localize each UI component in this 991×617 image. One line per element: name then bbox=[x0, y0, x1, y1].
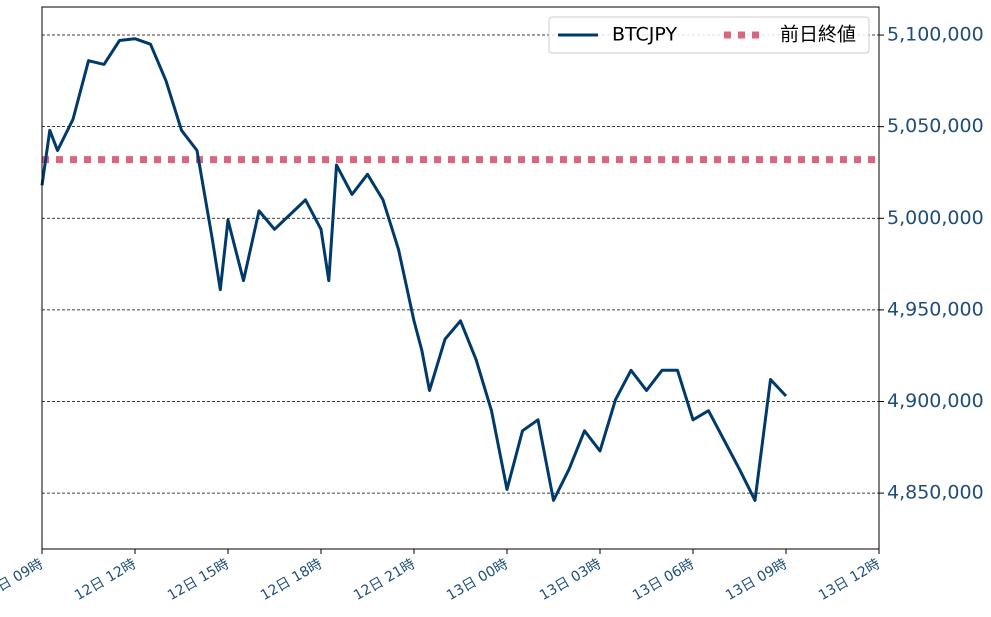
x-tick-label: 12日 09時 bbox=[0, 556, 46, 604]
y-tick-label: 4,950,000 bbox=[887, 298, 984, 320]
x-tick-label: 13日 03時 bbox=[537, 556, 604, 604]
y-tick-label: 5,100,000 bbox=[887, 24, 984, 46]
x-tick-label: 12日 15時 bbox=[165, 556, 232, 604]
plot-frame bbox=[41, 6, 880, 550]
legend-label: 前日終値 bbox=[780, 24, 856, 46]
y-tick-label: 4,900,000 bbox=[887, 390, 984, 412]
legend-label: BTCJPY bbox=[612, 24, 677, 46]
x-tick-label: 13日 12時 bbox=[816, 556, 883, 604]
x-tick-label: 13日 09時 bbox=[723, 556, 790, 604]
y-tick-label: 4,850,000 bbox=[887, 482, 984, 504]
x-tick-label: 13日 00時 bbox=[444, 556, 511, 604]
legend-box bbox=[548, 16, 870, 54]
y-tick-label: 5,000,000 bbox=[887, 207, 984, 229]
price-line bbox=[40, 37, 788, 502]
x-tick-label: 12日 21時 bbox=[351, 556, 418, 604]
x-tick-label: 13日 06時 bbox=[630, 556, 697, 604]
x-tick-label: 12日 18時 bbox=[258, 556, 325, 604]
legend: BTCJPY 前日終値 bbox=[548, 16, 870, 54]
y-tick-label: 5,050,000 bbox=[887, 115, 984, 137]
x-tick-label: 12日 12時 bbox=[72, 556, 139, 604]
